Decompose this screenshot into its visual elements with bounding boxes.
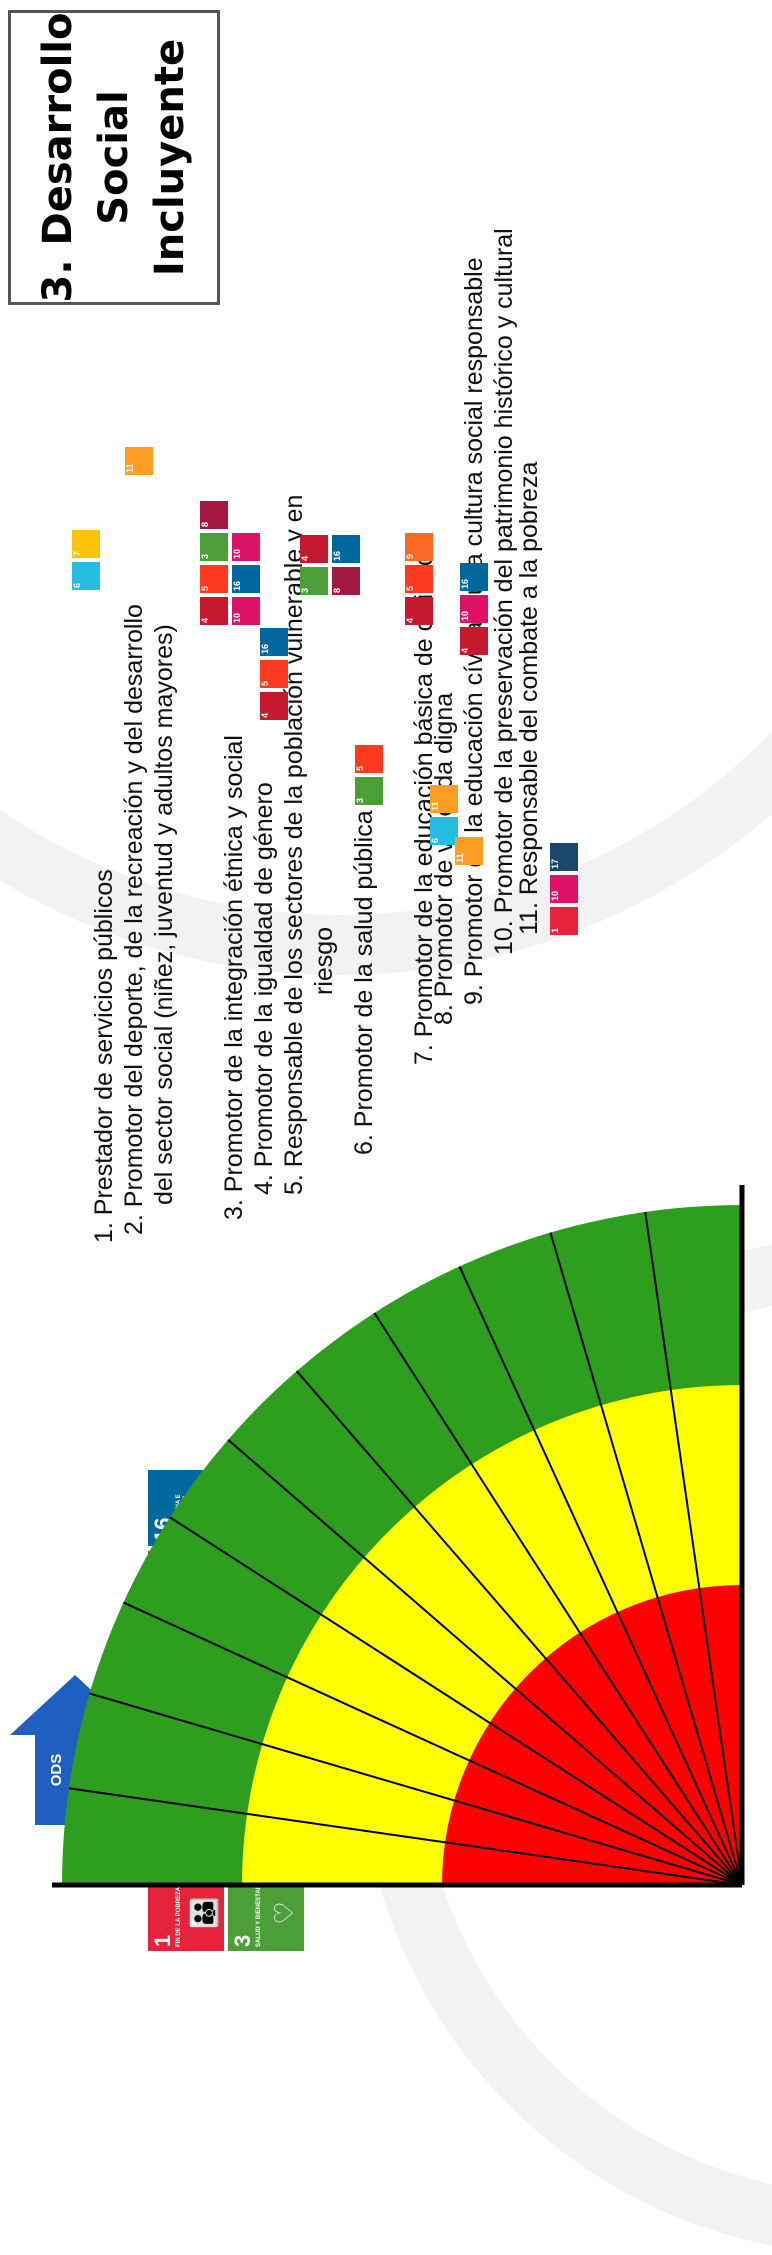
item-4-sdg-4-chip: 4 (260, 692, 288, 720)
item-5-sdg-8-chip: 8 (332, 567, 360, 595)
item-4-text: 4. Promotor de la igualdad de género (250, 782, 278, 1195)
item-1-sdg-6-chip: 6 (72, 562, 100, 590)
item-7-sdg-4-chip: 4 (405, 597, 433, 625)
item-2-text: del sector social (niñez, juventud y adu… (150, 624, 178, 1205)
sdg-chip-number: 8 (200, 521, 210, 527)
item-3-sdg-4-chip: 4 (200, 597, 228, 625)
sdg-chip-number: 9 (405, 553, 415, 559)
sector-divider-line (549, 1232, 743, 1886)
sdg-chip-number: 4 (405, 617, 415, 623)
semicircle-diagram (52, 1185, 745, 1888)
sdg-chip-number: 5 (260, 680, 270, 686)
sdg-chip-number: 10 (232, 548, 242, 559)
inner-red-ring (442, 1585, 742, 1885)
item-5-text: riesgo (310, 926, 338, 995)
sdg-chip-number: 16 (260, 643, 270, 654)
item-4-sdg-16-chip: 16 (260, 628, 288, 656)
sdg-chip-number: 10 (232, 612, 242, 623)
item-4-sdg-5-chip: 5 (260, 660, 288, 688)
item-9-sdg-4-chip: 4 (460, 627, 488, 655)
sdg-chip-number: 4 (460, 647, 470, 653)
sdg-chip-number: 4 (300, 555, 310, 561)
item-8-sdg-6-chip: 6 (430, 817, 458, 845)
item-3-text: 3. Promotor de la integración étnica y s… (220, 735, 248, 1220)
sdg-chip-number: 5 (355, 765, 365, 771)
item-3-sdg-3-chip: 3 (200, 533, 228, 561)
item-6-sdg-5-chip: 5 (355, 745, 383, 773)
sdg-chip-number: 3 (300, 587, 310, 593)
sector-divider-line (295, 1370, 743, 1886)
item-1-sdg-7-chip: 7 (72, 530, 100, 558)
sdg-chip-number: 5 (200, 585, 210, 591)
sdg-chip-number: 16 (232, 580, 242, 591)
sdg-chip-number: 6 (72, 582, 82, 588)
item-3-sdg-10-chip: 10 (232, 533, 260, 561)
item-3-sdg-5-chip: 5 (200, 565, 228, 593)
sdg-chip-number: 7 (72, 550, 82, 556)
sdg-chip-number: 8 (332, 587, 342, 593)
sdg-chip-number: 11 (430, 801, 440, 811)
sdg-chip-number: 3 (200, 553, 210, 559)
sdg-chip-number: 10 (550, 890, 560, 901)
item-3-sdg-16-chip: 16 (232, 565, 260, 593)
sector-divider-line (123, 1601, 743, 1886)
item-11-sdg-10-chip: 10 (550, 875, 578, 903)
item-5-text: 5. Responsable de los sectores de la pob… (280, 494, 308, 1195)
item-1-text: 1. Prestador de servicios públicos (90, 869, 118, 1243)
item-7-sdg-5-chip: 5 (405, 565, 433, 593)
item-2-sdg-11-chip: 11 (125, 447, 153, 475)
sdg-chip-number: 10 (460, 610, 470, 621)
item-9-sdg-10-chip: 10 (460, 595, 488, 623)
item-5-sdg-4-chip: 4 (300, 535, 328, 563)
sector-divider-line (458, 1266, 743, 1886)
item-3-sdg-8-chip: 8 (200, 501, 228, 529)
sdg-chip-number: 3 (355, 797, 365, 803)
sector-divider-line (68, 1787, 743, 1886)
sdg-chip-number: 6 (430, 837, 440, 843)
sdg-chip-number: 4 (260, 712, 270, 718)
item-11-text: 11. Responsable del combate a la pobreza (515, 461, 543, 935)
sector-divider-line (89, 1692, 743, 1886)
item-2-text: 2. Promotor del deporte, de la recreació… (120, 604, 148, 1235)
sdg-chip-number: 11 (455, 853, 465, 863)
item-3-sdg-10-chip: 10 (232, 597, 260, 625)
item-11-sdg-1-chip: 1 (550, 907, 578, 935)
item-9-sdg-16-chip: 16 (460, 563, 488, 591)
item-5-sdg-3-chip: 3 (300, 567, 328, 595)
item-8-sdg-11-chip: 11 (430, 785, 458, 813)
item-6-text: 6. Promotor de la salud pública (350, 810, 378, 1155)
sdg-chip-number: 5 (405, 585, 415, 591)
sdg-chip-number: 17 (550, 858, 560, 869)
sector-divider-line (169, 1516, 743, 1886)
item-6-sdg-3-chip: 3 (355, 777, 383, 805)
item-11-sdg-17-chip: 17 (550, 843, 578, 871)
sdg-chip-number: 16 (332, 550, 342, 561)
item-7-sdg-9-chip: 9 (405, 533, 433, 561)
item-5-sdg-16-chip: 16 (332, 535, 360, 563)
sdg-chip-number: 16 (460, 578, 470, 589)
sector-divider-line (227, 1438, 743, 1886)
sdg-chip-number: 11 (125, 463, 135, 473)
sdg-chip-number: 4 (200, 617, 210, 623)
sector-divider-line (373, 1312, 743, 1886)
sdg-chip-number: 1 (550, 927, 560, 933)
item-10-sdg-11-chip: 11 (455, 837, 483, 865)
sector-divider-line (644, 1211, 743, 1886)
